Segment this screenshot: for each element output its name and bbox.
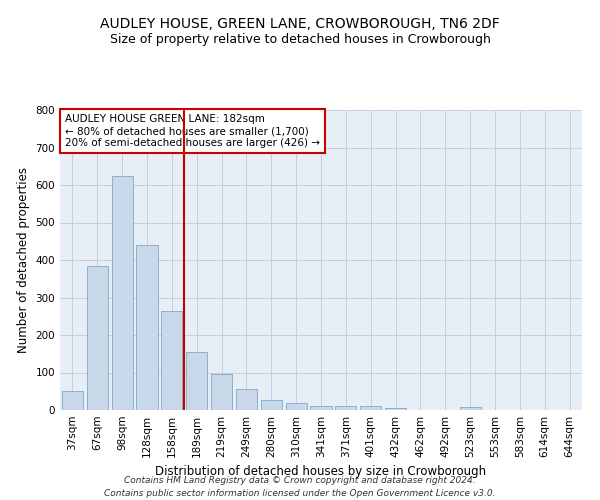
Y-axis label: Number of detached properties: Number of detached properties: [17, 167, 30, 353]
Bar: [161, 310, 182, 410]
Bar: [236, 390, 257, 410]
Text: Contains HM Land Registry data © Crown copyright and database right 2024.
Contai: Contains HM Land Registry data © Crown c…: [104, 476, 496, 498]
Bar: [335, 406, 356, 410]
Bar: [62, 391, 83, 410]
Bar: [360, 406, 381, 410]
X-axis label: Distribution of detached houses by size in Crowborough: Distribution of detached houses by size …: [155, 466, 487, 478]
Bar: [186, 352, 207, 410]
Text: Size of property relative to detached houses in Crowborough: Size of property relative to detached ho…: [110, 32, 490, 46]
Bar: [460, 407, 481, 410]
Bar: [136, 245, 158, 410]
Bar: [87, 266, 108, 410]
Bar: [261, 400, 282, 410]
Bar: [112, 176, 133, 410]
Text: AUDLEY HOUSE, GREEN LANE, CROWBOROUGH, TN6 2DF: AUDLEY HOUSE, GREEN LANE, CROWBOROUGH, T…: [100, 18, 500, 32]
Bar: [310, 406, 332, 410]
Text: AUDLEY HOUSE GREEN LANE: 182sqm
← 80% of detached houses are smaller (1,700)
20%: AUDLEY HOUSE GREEN LANE: 182sqm ← 80% of…: [65, 114, 320, 148]
Bar: [211, 374, 232, 410]
Bar: [286, 403, 307, 410]
Bar: [385, 408, 406, 410]
